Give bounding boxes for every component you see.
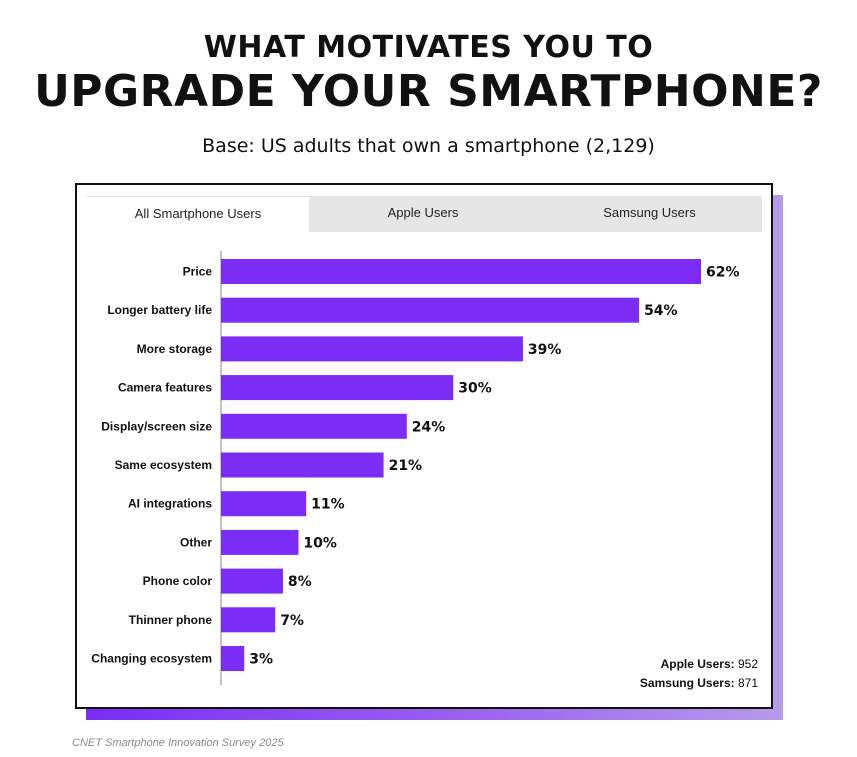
bar <box>221 568 283 594</box>
bar <box>221 297 640 323</box>
category-label: More storage <box>137 342 213 356</box>
bar <box>221 259 701 284</box>
category-label: Price <box>183 265 213 279</box>
tab-samsung-users[interactable]: Samsung Users <box>603 205 696 220</box>
value-label: 10% <box>303 535 337 551</box>
category-label: Other <box>180 535 212 549</box>
value-label: 54% <box>644 303 678 319</box>
value-label: 24% <box>412 419 446 435</box>
value-label: 7% <box>280 613 304 629</box>
bar <box>221 336 523 362</box>
apple-count-value: 952 <box>737 657 758 671</box>
value-label: 30% <box>458 381 492 397</box>
chart-card: All Smartphone Users Apple Users Samsung… <box>75 183 773 709</box>
tab-all-smartphone-users[interactable]: All Smartphone Users <box>87 196 309 232</box>
bar <box>221 413 407 439</box>
category-label: Longer battery life <box>107 303 212 317</box>
bar <box>221 491 307 517</box>
tab-bar: All Smartphone Users Apple Users Samsung… <box>87 196 762 232</box>
bar <box>221 646 245 671</box>
samsung-count-label: Samsung Users: <box>639 676 735 690</box>
samsung-count-value: 871 <box>737 676 758 690</box>
samsung-count: Samsung Users: 871 <box>640 674 758 693</box>
bar <box>221 452 384 478</box>
value-label: 21% <box>389 458 423 474</box>
bar <box>221 375 454 401</box>
bar-chart: Price 62% Longer battery life 54% More stora… <box>91 251 740 685</box>
category-label: Camera features <box>118 381 212 395</box>
title-line-1: WHAT MOTIVATES YOU TO <box>203 30 654 65</box>
source-note: CNET Smartphone Innovation Survey 2025 <box>72 737 284 749</box>
bar <box>221 607 276 633</box>
value-label: 39% <box>528 342 562 358</box>
value-label: 62% <box>706 265 740 281</box>
sample-counts: Apple Users: 952 Samsung Users: 871 <box>640 655 758 693</box>
category-label: Same ecosystem <box>115 458 212 472</box>
category-label: AI integrations <box>128 497 212 511</box>
value-label: 3% <box>249 652 273 668</box>
bar <box>221 529 299 555</box>
value-label: 8% <box>288 574 312 590</box>
value-label: 11% <box>311 497 345 513</box>
category-label: Display/screen size <box>101 419 212 433</box>
category-label: Thinner phone <box>129 613 213 627</box>
apple-count: Apple Users: 952 <box>640 655 758 674</box>
category-label: Changing ecosystem <box>91 652 212 666</box>
category-label: Phone color <box>143 574 213 588</box>
apple-count-label: Apple Users: <box>660 657 735 671</box>
title-line-2: UPGRADE YOUR SMARTPHONE? <box>34 66 823 117</box>
subtitle: Base: US adults that own a smartphone (2… <box>202 135 655 157</box>
tab-apple-users[interactable]: Apple Users <box>387 205 459 220</box>
